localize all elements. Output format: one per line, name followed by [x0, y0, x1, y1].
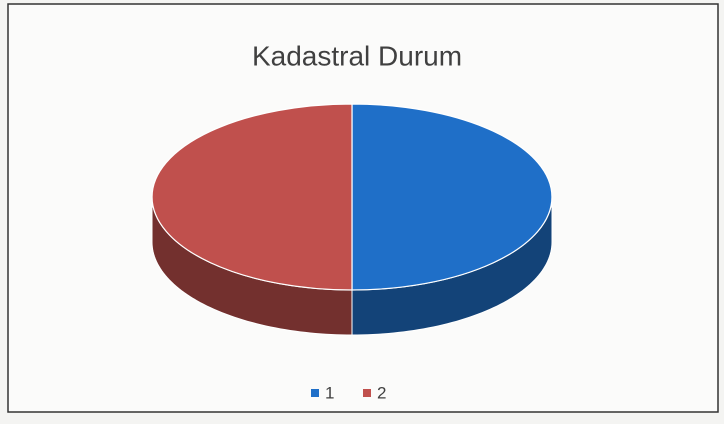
legend-label: 2: [377, 383, 386, 402]
chart-title: Kadastral Durum: [252, 40, 462, 71]
pie-slice: [151, 103, 353, 291]
pie-slice: [351, 103, 553, 291]
legend-swatch: [311, 389, 319, 397]
legend-label: 1: [325, 383, 334, 402]
legend-swatch: [363, 389, 371, 397]
